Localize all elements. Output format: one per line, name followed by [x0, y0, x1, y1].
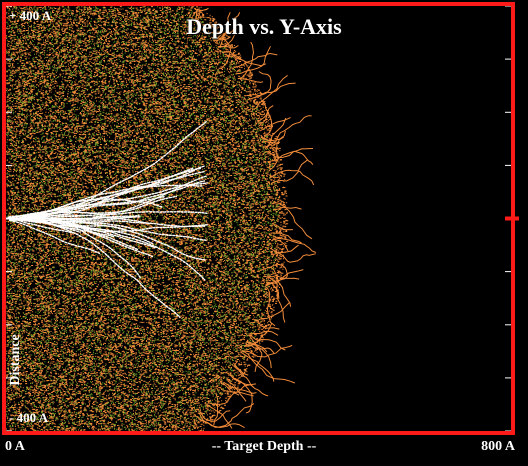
fringe-tendril — [222, 382, 240, 396]
fringe-tendril — [258, 111, 270, 127]
fringe-tendril — [255, 318, 280, 330]
fringe-tendril — [272, 235, 317, 253]
fringe-tendril — [259, 263, 288, 285]
x-axis-min-label: 0 A — [5, 439, 25, 454]
chart-title: Depth vs. Y-Axis — [186, 14, 342, 39]
fringe-tendril — [268, 266, 292, 307]
fringe-tendril — [267, 150, 314, 166]
fringe-tendril — [254, 302, 290, 322]
track-path — [37, 170, 206, 219]
fringe-tendril — [270, 159, 308, 185]
scatter-cloud — [6, 6, 289, 432]
fringe-tendril — [245, 343, 275, 354]
fringe-tendril — [269, 169, 315, 186]
x-axis-title: -- Target Depth -- — [211, 439, 317, 454]
fringe-tendril — [237, 78, 264, 83]
track-path — [10, 195, 177, 222]
fringe-tendril — [248, 334, 272, 369]
fringe-tendril — [271, 248, 316, 263]
fringe-tendril — [193, 418, 197, 426]
fringe-tendril — [272, 232, 302, 244]
fringe-tendril — [213, 392, 219, 426]
fringe-tendril — [191, 7, 209, 17]
fringe-tendril — [249, 330, 279, 336]
fringe-tendril — [223, 381, 257, 394]
fringe-tendril — [241, 350, 295, 384]
scatter-fringe — [191, 7, 317, 429]
fringe-tendril — [232, 52, 278, 70]
fringe-tendril — [241, 344, 293, 358]
fringe-tendril — [237, 41, 255, 80]
y-axis-title: Distance — [8, 334, 23, 386]
bright-tracks — [7, 120, 209, 318]
fringe-tendril — [267, 275, 300, 280]
fringe-tendril — [233, 365, 269, 397]
fringe-tendril — [214, 12, 241, 44]
fringe-tendril — [248, 82, 296, 101]
fringe-tendril — [240, 351, 275, 382]
fringe-tendril — [218, 17, 236, 48]
fringe-tendril — [260, 99, 273, 140]
fringe-tendril — [217, 12, 231, 48]
fringe-tendril — [249, 333, 286, 351]
fringe-tendril — [256, 105, 274, 123]
beam-marker — [6, 216, 519, 221]
fringe-tendril — [272, 222, 293, 231]
track-path — [7, 216, 116, 238]
fringe-tendril — [270, 244, 299, 256]
track-path — [31, 215, 135, 222]
track-path — [13, 218, 74, 234]
fringe-tendril — [194, 8, 198, 20]
fringe-tendril — [264, 285, 276, 327]
fringe-tendril — [226, 377, 247, 402]
fringe-tendril — [265, 148, 314, 159]
fringe-tendril — [272, 202, 313, 240]
fringe-tendril — [268, 136, 284, 171]
y-axis-min-label: - 400 A — [9, 410, 48, 425]
track-path — [25, 217, 181, 318]
cloud-speckle-set — [6, 6, 280, 432]
fringe-tendril — [272, 206, 302, 211]
fringe-tendril — [246, 340, 263, 372]
track-path — [8, 167, 201, 219]
y-axis-max-label: + 400 A — [9, 8, 52, 23]
fringe-tendril — [224, 54, 267, 67]
fringe-tendril — [219, 386, 254, 397]
fringe-tendril — [272, 239, 289, 252]
fringe-tendril — [234, 363, 249, 376]
fringe-tendril — [264, 115, 312, 148]
track-path — [44, 219, 129, 232]
track-path — [8, 167, 195, 221]
beam-marker-right — [505, 216, 519, 221]
fringe-tendril — [217, 45, 239, 49]
fringe-tendril — [221, 51, 242, 61]
fringe-tendril — [252, 74, 288, 110]
track-path — [32, 216, 206, 281]
track-path — [9, 219, 101, 255]
x-axis-max-label: 800 A — [481, 439, 515, 454]
fringe-tendril — [199, 410, 231, 422]
fringe-tendril — [208, 383, 257, 405]
fringe-tendril — [245, 341, 268, 353]
fringe-tendril — [266, 281, 280, 299]
cloud-point-set — [6, 6, 289, 432]
fringe-tendril — [206, 404, 233, 429]
